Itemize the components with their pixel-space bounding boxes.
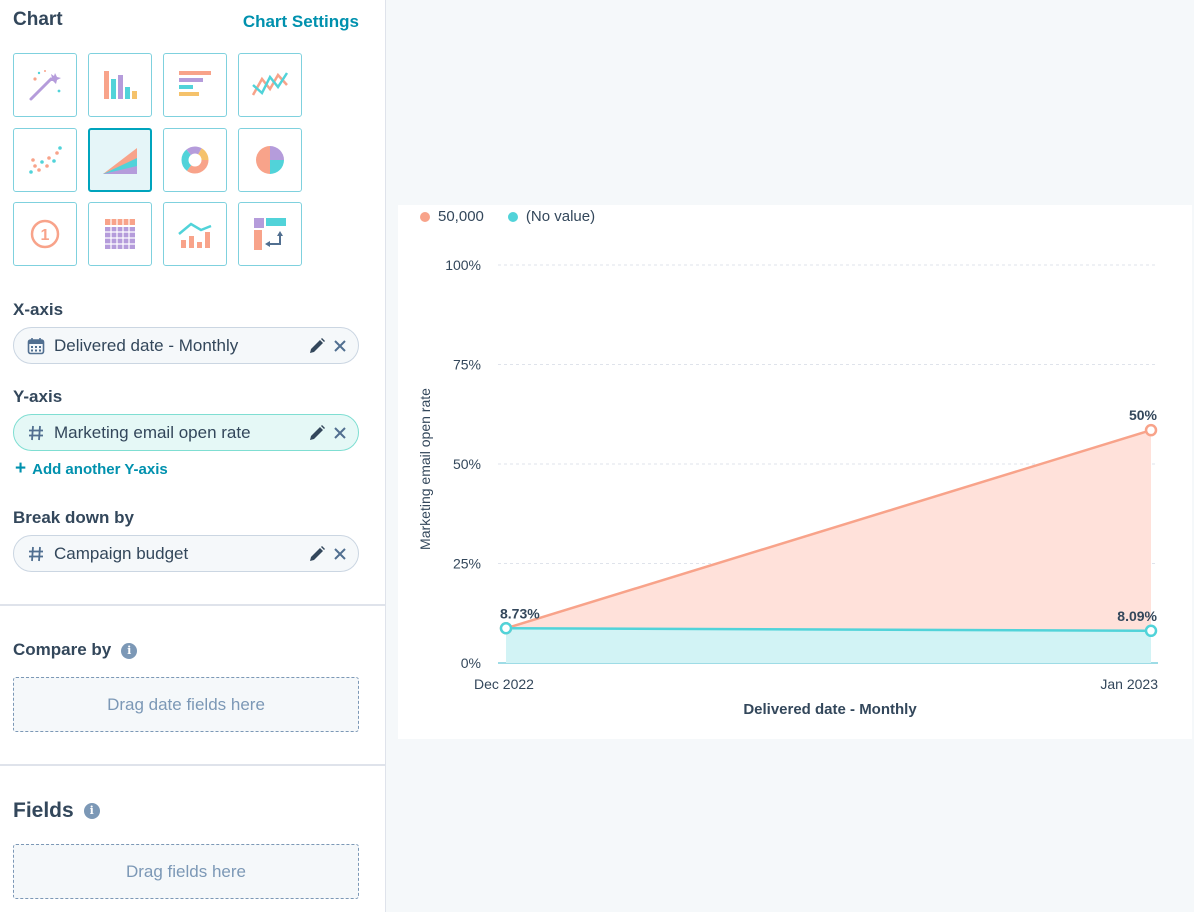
donut-chart-icon: [181, 146, 209, 174]
fields-label: Fields i: [13, 799, 100, 823]
x-axis-field-label: Delivered date - Monthly: [54, 336, 239, 355]
chart-config-sidebar: Chart Chart Settings: [0, 0, 386, 912]
compare-by-label: Compare by i: [13, 640, 138, 660]
y-tick-label: 25%: [453, 556, 481, 572]
chart-preview-panel: 50,000 (No value) 0% 25% 50% 75% 100% 8.73% 50…: [398, 205, 1192, 739]
pivot-table-icon: [254, 218, 286, 250]
vertical-bar-chart-icon: [104, 71, 137, 99]
line-chart-icon: [251, 72, 289, 96]
remove-x-icon[interactable]: [332, 425, 348, 441]
combo-chart-icon: [178, 222, 212, 248]
series-line-1: [505, 627, 1152, 633]
svg-text:1: 1: [41, 227, 50, 244]
info-icon[interactable]: i: [83, 803, 100, 820]
data-point: [1144, 624, 1158, 638]
y-tick-label: 50%: [453, 456, 481, 472]
add-y-axis-link[interactable]: + Add another Y-axis: [15, 458, 168, 480]
legend-item[interactable]: (No value): [507, 208, 596, 225]
edit-pencil-icon[interactable]: [308, 337, 326, 355]
chart-type-area[interactable]: [88, 128, 152, 192]
fields-text: Fields: [13, 799, 74, 822]
legend-label: 50,000: [438, 208, 484, 225]
chart-settings-link[interactable]: Chart Settings: [242, 12, 359, 31]
legend-dot: [507, 211, 518, 222]
info-icon[interactable]: i: [121, 642, 138, 659]
y-axis-title: Marketing email open rate: [417, 388, 433, 550]
chart-type-pie[interactable]: [238, 128, 302, 192]
x-axis-field-pill[interactable]: Delivered date - Monthly: [13, 327, 359, 364]
y-tick-label: 75%: [453, 357, 481, 373]
chart-type-combo[interactable]: [163, 202, 227, 266]
legend-dot: [420, 211, 430, 222]
kpi-number-icon: 1: [30, 219, 60, 249]
chart-type-table[interactable]: [88, 202, 152, 266]
legend-item[interactable]: 50,000: [420, 208, 484, 225]
chart-type-line[interactable]: [238, 53, 302, 117]
add-y-axis-label: Add another Y-axis: [32, 461, 168, 478]
edit-pencil-icon[interactable]: [308, 545, 326, 563]
series-area-0: [506, 430, 1151, 663]
breakdown-field-label: Campaign budget: [54, 544, 189, 563]
sidebar-title: Chart: [13, 9, 63, 30]
chart-type-magic[interactable]: [13, 53, 77, 117]
scatter-chart-icon: [29, 146, 62, 174]
remove-x-icon[interactable]: [332, 338, 348, 354]
fields-dropzone[interactable]: Drag fields here: [13, 844, 359, 899]
remove-x-icon[interactable]: [332, 546, 348, 562]
breakdown-field-pill[interactable]: Campaign budget: [13, 535, 359, 572]
chart-type-pivot[interactable]: [238, 202, 302, 266]
edit-pencil-icon[interactable]: [308, 424, 326, 442]
breakdown-label: Break down by: [13, 508, 134, 527]
hash-icon: [26, 544, 46, 564]
chart-type-donut[interactable]: [163, 128, 227, 192]
x-axis-title: Delivered date - Monthly: [743, 701, 917, 718]
pie-chart-icon: [256, 146, 284, 174]
data-label: 50%: [1129, 407, 1158, 423]
chart-type-kpi[interactable]: 1: [13, 202, 77, 266]
data-label: 8.73%: [500, 605, 540, 621]
horizontal-bar-chart-icon: [179, 71, 211, 96]
calendar-icon: [26, 336, 46, 356]
data-label: 8.09%: [1117, 608, 1157, 624]
series-line-0: [505, 428, 1152, 630]
chart-type-vertical-bar[interactable]: [88, 53, 152, 117]
data-point: [1144, 423, 1158, 437]
y-axis-label: Y-axis: [13, 387, 63, 406]
sidebar-header: Chart Chart Settings: [13, 9, 359, 37]
magic-wand-icon: [29, 70, 61, 101]
y-tick-label: 0%: [461, 655, 481, 671]
plus-icon: +: [15, 458, 27, 479]
hash-icon: [26, 423, 46, 443]
area-chart: 0% 25% 50% 75% 100% 8.73% 50% 8.09% Dec 2022 Jan …: [417, 257, 1158, 718]
table-chart-icon: [105, 219, 135, 249]
data-point: [499, 622, 513, 635]
x-axis-label: X-axis: [13, 300, 64, 319]
chart-type-horizontal-bar[interactable]: [163, 53, 227, 117]
y-tick-label: 100%: [445, 257, 481, 273]
chart-type-scatter[interactable]: [13, 128, 77, 192]
series-area-1: [506, 628, 1151, 663]
chart-legend: 50,000 (No value): [420, 208, 595, 225]
compare-by-text: Compare by: [13, 640, 112, 659]
x-tick-label: Dec 2022: [474, 676, 534, 692]
x-tick-label: Jan 2023: [1100, 676, 1158, 692]
section-divider: [0, 604, 386, 606]
y-axis-field-label: Marketing email open rate: [54, 423, 251, 442]
section-divider: [0, 764, 386, 766]
compare-dropzone[interactable]: Drag date fields here: [13, 677, 359, 732]
area-chart-icon: [103, 148, 137, 174]
legend-label: (No value): [525, 208, 596, 225]
y-axis-field-pill[interactable]: Marketing email open rate: [13, 414, 359, 451]
